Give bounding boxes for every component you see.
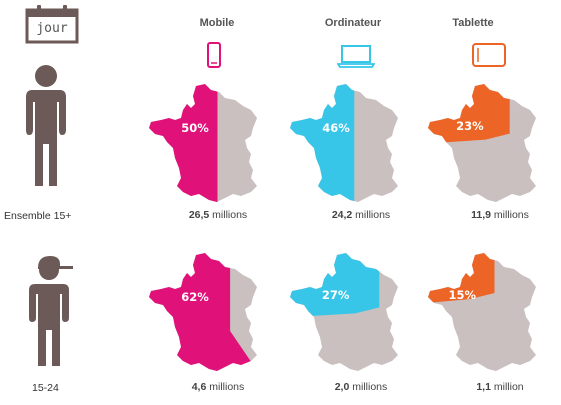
column-header-tablette: Tablette — [452, 17, 494, 29]
calendar-icon: jour — [25, 4, 79, 44]
map-share-region — [290, 84, 355, 202]
map-base-shape — [428, 253, 536, 371]
france-map-ordinateur-15-24: 27% — [290, 253, 398, 371]
count-ordinateur-15-24: 2,0 millions — [334, 381, 388, 393]
map-share-region — [428, 84, 510, 144]
percent-label: 23% — [456, 119, 484, 133]
person-cap-icon — [23, 254, 75, 373]
france-map-tablette-15-24: 15% — [428, 253, 536, 371]
laptop-icon — [336, 44, 376, 73]
count-ordinateur-ensemble: 24,2 millions — [331, 209, 391, 221]
percent-label: 62% — [181, 290, 209, 304]
segment-label-15-24: 15-24 — [32, 382, 59, 394]
count-mobile-15-24: 4,6 millions — [191, 381, 245, 393]
percent-label: 27% — [322, 288, 350, 302]
percent-label: 50% — [181, 121, 209, 135]
smartphone-icon — [207, 42, 221, 73]
france-map-mobile-15-24: 62% — [149, 253, 257, 371]
percent-label: 46% — [322, 121, 350, 135]
column-header-ordinateur: Ordinateur — [324, 17, 382, 29]
count-tablette-ensemble: 11,9 millions — [471, 209, 529, 221]
france-map-ordinateur-ensemble: 46% — [290, 84, 398, 202]
tablet-icon — [472, 43, 506, 72]
person-icon — [20, 64, 72, 193]
segment-label-ensemble: Ensemble 15+ — [4, 210, 72, 222]
column-header-mobile: Mobile — [199, 17, 235, 29]
france-map-tablette-ensemble: 23% — [428, 84, 536, 202]
percent-label: 15% — [448, 288, 476, 302]
calendar-label: jour — [36, 21, 68, 36]
count-tablette-15-24: 1,1 million — [476, 381, 524, 393]
map-share-region — [149, 84, 218, 202]
france-map-mobile-ensemble: 50% — [149, 84, 257, 202]
count-mobile-ensemble: 26,5 millions — [188, 209, 248, 221]
map-share-region — [290, 253, 380, 318]
